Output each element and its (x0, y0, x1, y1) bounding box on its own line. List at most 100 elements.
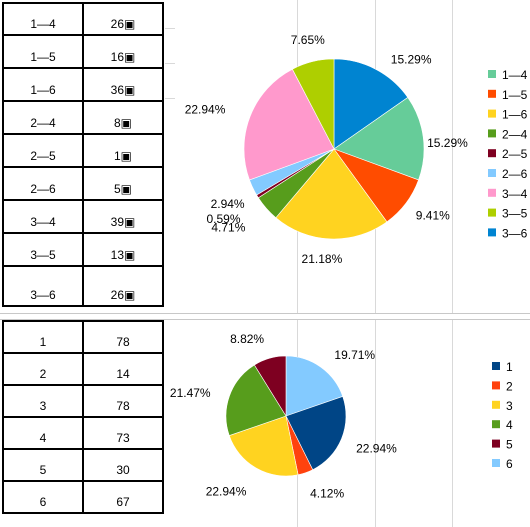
legend-entry: 6 (506, 457, 513, 471)
legend-swatch (492, 381, 500, 390)
pie-slice-4[interactable] (225, 364, 287, 436)
data-label: 4.71% (211, 221, 245, 235)
category-cell[interactable]: 6 (2, 480, 84, 514)
cell-text: 1—6 (30, 83, 56, 97)
legend-swatch (488, 228, 496, 237)
legend-swatch (488, 109, 496, 118)
pie-slice-1—4[interactable] (333, 97, 425, 181)
value-cell[interactable]: 67 (82, 480, 164, 514)
cell-text: 1 (39, 335, 47, 349)
legend-entry: 1—6 (502, 108, 528, 122)
category-cell[interactable]: 2—4 (2, 100, 84, 135)
value-cell[interactable]: 16▣ (82, 34, 164, 69)
pie-slice-3—6[interactable] (333, 58, 409, 150)
table-row: 2 14 (2, 352, 164, 386)
category-cell[interactable]: 1—4 (2, 2, 84, 36)
pie-slice-3[interactable] (228, 415, 299, 477)
table-row: 1—5 16▣ (2, 34, 164, 69)
data-label: 22.94% (185, 102, 226, 116)
cell-text: 3—4 (30, 215, 56, 229)
legend-swatch (492, 420, 500, 429)
category-cell[interactable]: 2—5 (2, 133, 84, 168)
data-label: 8.82% (230, 332, 264, 346)
cell-text: 5▣ (113, 182, 132, 196)
value-cell[interactable]: 73 (82, 416, 164, 450)
value-cell[interactable]: 78 (82, 320, 164, 354)
legend-swatch (492, 439, 500, 448)
value-cell[interactable]: 39▣ (82, 199, 164, 234)
table-row: 3—6 26▣ (2, 265, 164, 307)
category-cell[interactable]: 1—5 (2, 34, 84, 69)
category-cell[interactable]: 5 (2, 448, 84, 482)
table-row: 4 73 (2, 416, 164, 450)
cell-text: 16▣ (110, 50, 136, 64)
category-cell[interactable]: 1 (2, 320, 84, 354)
data-label: 22.94% (206, 485, 247, 499)
value-cell[interactable]: 26▣ (82, 2, 164, 36)
table-row: 1—6 36▣ (2, 67, 164, 102)
grid-line (165, 63, 175, 64)
legend-entry: 3—4 (502, 187, 528, 201)
cell-text: 5 (39, 463, 47, 477)
pie-slice-3—4[interactable] (243, 68, 335, 181)
legend-entry: 2—6 (502, 167, 528, 181)
cell-text: 73 (116, 431, 130, 445)
cell-text: 2 (39, 367, 47, 381)
value-cell[interactable]: 14 (82, 352, 164, 386)
value-cell[interactable]: 13▣ (82, 232, 164, 267)
data-table-singles: 1 78 2 14 3 78 4 73 5 30 6 67 (2, 320, 164, 514)
legend-entry: 3 (506, 399, 513, 413)
legend-entry: 2 (506, 379, 513, 393)
value-cell[interactable]: 36▣ (82, 67, 164, 102)
category-cell[interactable]: 3—5 (2, 232, 84, 267)
data-label: 21.18% (302, 252, 343, 266)
value-cell[interactable]: 8▣ (82, 100, 164, 135)
category-cell[interactable]: 3—6 (2, 265, 84, 307)
pie-slice-5[interactable] (253, 355, 287, 418)
cell-text: 26▣ (110, 17, 136, 31)
legend-swatch (488, 89, 496, 98)
value-cell[interactable]: 78 (82, 384, 164, 418)
value-cell[interactable]: 26▣ (82, 265, 164, 307)
pie-slice-3—5[interactable] (291, 58, 335, 150)
cell-text: 2—5 (30, 149, 56, 163)
cell-text: 1—4 (30, 17, 56, 31)
sheet-separator (0, 313, 530, 320)
grid-line (375, 0, 376, 527)
data-label: 15.29% (427, 136, 468, 150)
cell-text: 1▣ (113, 149, 132, 163)
table-row: 5 30 (2, 448, 164, 482)
cell-text: 14 (116, 367, 130, 381)
legend-swatch (488, 188, 496, 197)
value-cell[interactable]: 30 (82, 448, 164, 482)
pie-slice-1[interactable] (285, 396, 347, 471)
legend-swatch (488, 208, 496, 217)
category-cell[interactable]: 4 (2, 416, 84, 450)
legend-swatch (492, 362, 500, 370)
value-cell[interactable]: 5▣ (82, 166, 164, 201)
data-label: 4.12% (310, 487, 344, 501)
legend-entry: 2—5 (502, 147, 528, 161)
pie-chart-singles: 19.71% 22.94% 4.12% 22.94% 21.47% 8.82% 1 2 3 4 5 6 (170, 332, 513, 501)
table-row: 1—4 26▣ (2, 2, 164, 36)
data-label: 21.47% (170, 386, 211, 400)
category-cell[interactable]: 3 (2, 384, 84, 418)
cell-text: 13▣ (110, 248, 136, 262)
cell-text: 6 (39, 495, 47, 509)
category-cell[interactable]: 3—4 (2, 199, 84, 234)
legend-entry: 1 (506, 360, 513, 374)
cell-text: 1—5 (30, 50, 56, 64)
pie-slice-1—6[interactable] (275, 148, 388, 240)
value-cell[interactable]: 1▣ (82, 133, 164, 168)
category-cell[interactable]: 2 (2, 352, 84, 386)
data-table-pairs: 1—4 26▣ 1—5 16▣ 1—6 36▣ 2—4 8▣ 2—5 1▣ 2—6 5▣ 3—4 39▣ 3… (2, 2, 164, 307)
legend-swatch (488, 70, 496, 78)
legend-swatch (488, 149, 496, 158)
category-cell[interactable]: 2—6 (2, 166, 84, 201)
cell-text: 78 (116, 399, 130, 413)
legend-swatch (488, 169, 496, 177)
category-cell[interactable]: 1—6 (2, 67, 84, 102)
table-row: 6 67 (2, 480, 164, 514)
grid-line (165, 98, 175, 99)
table-row: 3—5 13▣ (2, 232, 164, 267)
